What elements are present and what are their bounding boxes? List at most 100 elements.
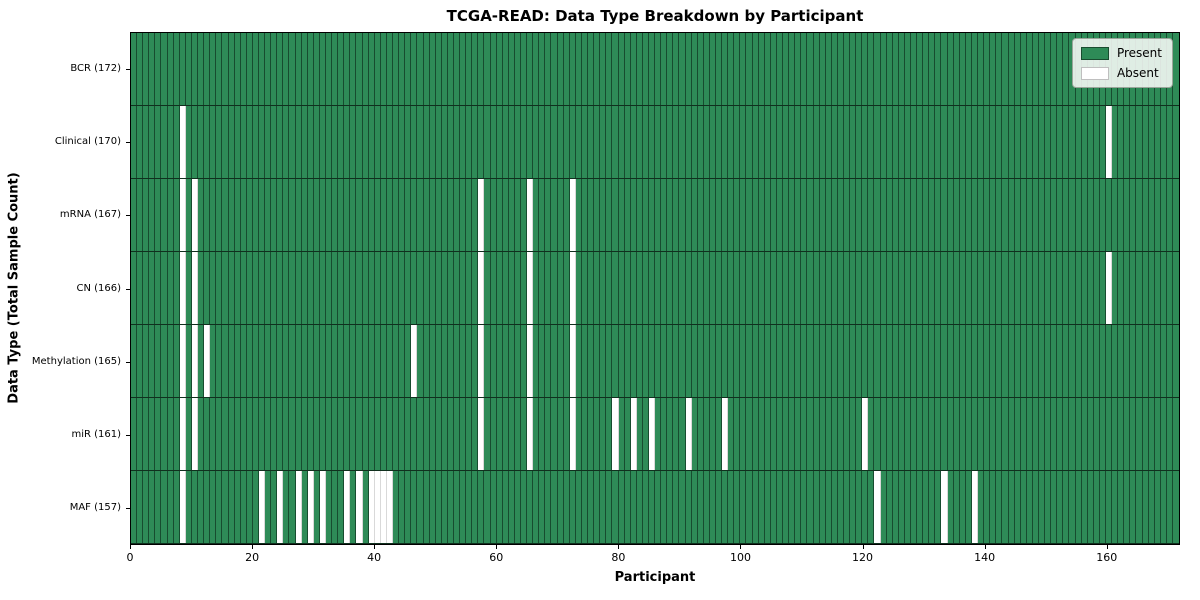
heatmap-cell — [441, 179, 448, 251]
heatmap-cell — [283, 106, 290, 178]
heatmap-cell — [1069, 398, 1076, 470]
y-tick-mark — [126, 215, 130, 217]
heatmap-cell — [703, 252, 710, 324]
heatmap-cell — [685, 252, 692, 324]
heatmap-cell — [533, 252, 540, 324]
heatmap-cell — [691, 179, 698, 251]
present-swatch — [1080, 46, 1109, 60]
heatmap-cell — [490, 252, 497, 324]
heatmap-cell — [545, 179, 552, 251]
heatmap-cell — [642, 33, 649, 105]
heatmap-cell — [618, 179, 625, 251]
heatmap-cell — [716, 179, 723, 251]
y-tick-label: MAF (157) — [69, 502, 121, 514]
heatmap-cell — [295, 325, 302, 397]
heatmap-cell — [636, 471, 643, 543]
heatmap-cell — [801, 252, 808, 324]
heatmap-cell — [655, 398, 662, 470]
heatmap-cell — [813, 471, 820, 543]
heatmap-cell — [776, 471, 784, 543]
heatmap-cell — [770, 252, 777, 324]
heatmap-cell — [1118, 398, 1125, 470]
heatmap-cell — [527, 106, 534, 178]
heatmap-cell — [636, 252, 643, 324]
heatmap-cell — [185, 398, 192, 470]
heatmap-cell — [630, 33, 637, 105]
heatmap-cell — [460, 33, 467, 105]
heatmap-cell — [441, 325, 448, 397]
heatmap-cell — [978, 33, 985, 105]
x-tick-label: 0 — [126, 551, 134, 564]
heatmap-cell — [386, 398, 394, 470]
heatmap-cell — [984, 179, 991, 251]
heatmap-cell — [460, 106, 467, 178]
x-tick-mark — [984, 545, 986, 549]
heatmap-cell — [1099, 471, 1106, 543]
heatmap-cell — [1130, 106, 1137, 178]
heatmap-cell — [971, 179, 979, 251]
heatmap-cell — [1081, 106, 1088, 178]
heatmap-cell — [594, 471, 601, 543]
heatmap-cell — [831, 106, 838, 178]
heatmap-cell — [667, 179, 674, 251]
heatmap-cell — [496, 33, 503, 105]
heatmap-cell — [886, 252, 893, 324]
heatmap-cell — [563, 106, 570, 178]
heatmap-cell — [911, 106, 918, 178]
heatmap-cell — [789, 252, 796, 324]
heatmap-cell — [1087, 471, 1094, 543]
heatmap-cell — [728, 252, 735, 324]
heatmap-cell — [667, 471, 674, 543]
heatmap-cell — [728, 106, 735, 178]
heatmap-cell — [344, 33, 351, 105]
heatmap-cell — [1063, 106, 1070, 178]
heatmap-cell — [691, 471, 698, 543]
heatmap-cell — [886, 471, 893, 543]
heatmap-cell — [722, 325, 729, 397]
heatmap-cell — [600, 398, 607, 470]
heatmap-cell — [380, 325, 387, 397]
heatmap-cell — [990, 471, 997, 543]
heatmap-cell — [953, 179, 960, 251]
heatmap-cell — [941, 106, 948, 178]
heatmap-cell — [228, 179, 235, 251]
heatmap-cell — [198, 106, 205, 178]
heatmap-cell — [898, 33, 905, 105]
heatmap-cell — [131, 33, 138, 105]
heatmap-cell — [1045, 179, 1052, 251]
heatmap-cell — [246, 179, 253, 251]
heatmap-cell — [1008, 471, 1015, 543]
heatmap-cell — [862, 398, 869, 470]
heatmap-cell — [1099, 325, 1106, 397]
heatmap-cell — [204, 179, 211, 251]
heatmap-cell — [679, 33, 686, 105]
heatmap-cell — [575, 33, 582, 105]
heatmap-cell — [1148, 106, 1155, 178]
heatmap-cell — [636, 398, 643, 470]
heatmap-cell — [990, 325, 997, 397]
heatmap-cell — [648, 33, 656, 105]
heatmap-cell — [539, 471, 546, 543]
heatmap-cell — [655, 471, 662, 543]
heatmap-cell — [685, 106, 692, 178]
heatmap-cell — [332, 398, 339, 470]
heatmap-cell — [210, 33, 217, 105]
heatmap-cell — [679, 106, 686, 178]
heatmap-cell — [417, 398, 424, 470]
heatmap-cell — [240, 471, 247, 543]
heatmap-cell — [588, 33, 595, 105]
heatmap-cell — [429, 325, 436, 397]
heatmap-cell — [441, 33, 448, 105]
heatmap-cell — [411, 33, 418, 105]
heatmap-cell — [746, 179, 753, 251]
heatmap-cell — [478, 106, 485, 178]
heatmap-cell — [283, 252, 290, 324]
heatmap-cell — [137, 33, 144, 105]
heatmap-cell — [374, 398, 381, 470]
heatmap-cell — [581, 106, 589, 178]
heatmap-cell — [965, 398, 972, 470]
heatmap-cell — [557, 398, 564, 470]
heatmap-cell — [1032, 252, 1039, 324]
heatmap-cell — [588, 252, 595, 324]
heatmap-cell — [581, 179, 589, 251]
